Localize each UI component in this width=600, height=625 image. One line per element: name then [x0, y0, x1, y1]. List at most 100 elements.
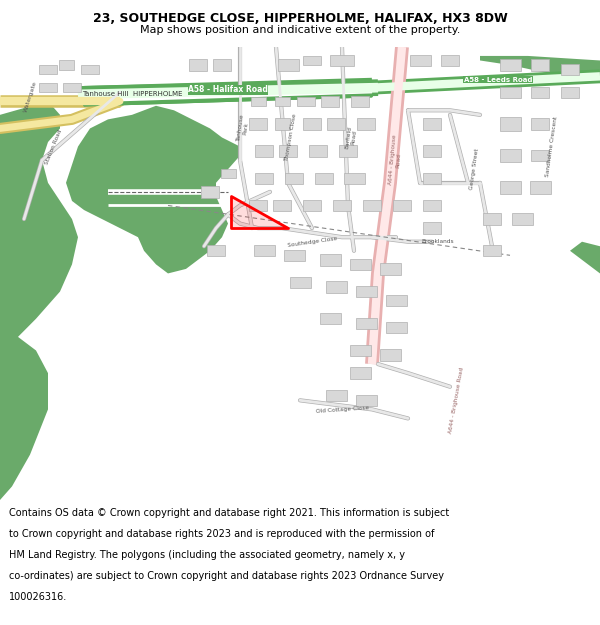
Text: 100026316.: 100026316.: [9, 592, 67, 602]
Bar: [363, 200, 381, 211]
Bar: [207, 245, 225, 256]
Bar: [275, 97, 290, 106]
Bar: [309, 146, 327, 157]
Text: Old Cottage Close: Old Cottage Close: [315, 405, 369, 414]
Bar: [530, 181, 551, 194]
Bar: [277, 59, 299, 71]
Bar: [249, 200, 267, 211]
Bar: [531, 86, 549, 98]
Bar: [249, 118, 267, 129]
Bar: [81, 65, 99, 74]
Bar: [355, 318, 377, 329]
Bar: [349, 259, 371, 270]
Text: Southedge Close: Southedge Close: [287, 236, 337, 248]
Text: A644 - Brighouse
Road: A644 - Brighouse Road: [388, 134, 404, 186]
Bar: [330, 55, 354, 66]
Text: A58 - Halifax Road: A58 - Halifax Road: [188, 86, 268, 94]
Bar: [290, 277, 311, 288]
Bar: [251, 97, 265, 106]
Bar: [273, 200, 291, 211]
Text: Contains OS data © Crown copyright and database right 2021. This information is : Contains OS data © Crown copyright and d…: [9, 508, 449, 518]
Bar: [531, 59, 549, 71]
Bar: [189, 59, 207, 71]
Bar: [499, 149, 521, 162]
Bar: [255, 173, 273, 184]
Bar: [561, 86, 579, 98]
Bar: [355, 286, 377, 298]
Bar: [511, 213, 533, 225]
Bar: [423, 200, 441, 211]
Text: HM Land Registry. The polygons (including the associated geometry, namely x, y: HM Land Registry. The polygons (includin…: [9, 550, 405, 560]
Text: 23, SOUTHEDGE CLOSE, HIPPERHOLME, HALIFAX, HX3 8DW: 23, SOUTHEDGE CLOSE, HIPPERHOLME, HALIFA…: [92, 12, 508, 25]
Text: Sandholme Crescent: Sandholme Crescent: [545, 116, 559, 177]
Bar: [303, 118, 321, 129]
Bar: [423, 118, 441, 129]
Bar: [393, 200, 411, 211]
Bar: [483, 213, 501, 225]
Text: Station Road: Station Road: [44, 128, 64, 165]
Text: Tanhouse
Park: Tanhouse Park: [236, 114, 250, 143]
Bar: [409, 55, 431, 66]
Bar: [315, 173, 333, 184]
Bar: [351, 96, 369, 107]
Bar: [349, 368, 371, 379]
Bar: [39, 83, 57, 92]
Text: A58 - Leeds Road: A58 - Leeds Road: [464, 76, 532, 82]
Text: Barfield
Road: Barfield Road: [344, 126, 358, 149]
Bar: [423, 173, 441, 184]
Bar: [349, 345, 371, 356]
Bar: [531, 118, 549, 129]
Bar: [213, 59, 231, 71]
Bar: [325, 390, 347, 401]
Text: Map shows position and indicative extent of the property.: Map shows position and indicative extent…: [140, 25, 460, 35]
Bar: [386, 295, 407, 306]
Bar: [561, 64, 579, 75]
Bar: [63, 83, 81, 92]
Bar: [499, 117, 521, 131]
Bar: [279, 146, 297, 157]
Bar: [255, 146, 273, 157]
Bar: [380, 263, 401, 274]
Bar: [221, 169, 235, 178]
Bar: [386, 322, 407, 334]
Bar: [499, 181, 521, 194]
Bar: [297, 97, 315, 106]
Bar: [320, 254, 341, 266]
Bar: [357, 118, 375, 129]
Bar: [275, 118, 290, 129]
Bar: [325, 281, 347, 292]
Text: to Crown copyright and database rights 2023 and is reproduced with the permissio: to Crown copyright and database rights 2…: [9, 529, 434, 539]
Text: Thompson Close: Thompson Close: [284, 113, 298, 162]
Bar: [321, 96, 339, 107]
Bar: [327, 118, 345, 129]
Text: co-ordinates) are subject to Crown copyright and database rights 2023 Ordnance S: co-ordinates) are subject to Crown copyr…: [9, 571, 444, 581]
Bar: [441, 55, 459, 66]
Polygon shape: [84, 83, 372, 106]
Bar: [499, 86, 521, 98]
Bar: [531, 150, 549, 161]
Text: Watergate: Watergate: [23, 81, 37, 113]
Bar: [320, 313, 341, 324]
Bar: [333, 200, 351, 211]
Bar: [303, 200, 321, 211]
Bar: [254, 245, 275, 256]
Text: George Street: George Street: [469, 148, 479, 190]
Text: A644 - Brighouse Road: A644 - Brighouse Road: [448, 367, 464, 434]
Text: Brooklands: Brooklands: [422, 239, 454, 244]
Bar: [423, 222, 441, 234]
Bar: [59, 61, 74, 69]
Bar: [201, 186, 219, 198]
Polygon shape: [84, 83, 372, 106]
Bar: [423, 146, 441, 157]
Bar: [303, 56, 321, 65]
Bar: [483, 245, 501, 256]
Bar: [339, 146, 357, 157]
Bar: [284, 249, 305, 261]
Bar: [380, 349, 401, 361]
Bar: [355, 394, 377, 406]
Bar: [343, 173, 365, 184]
Bar: [499, 59, 521, 71]
Bar: [39, 65, 57, 74]
Text: Tanhouse Hill  HIPPERHOLME: Tanhouse Hill HIPPERHOLME: [82, 91, 182, 98]
Bar: [285, 173, 303, 184]
